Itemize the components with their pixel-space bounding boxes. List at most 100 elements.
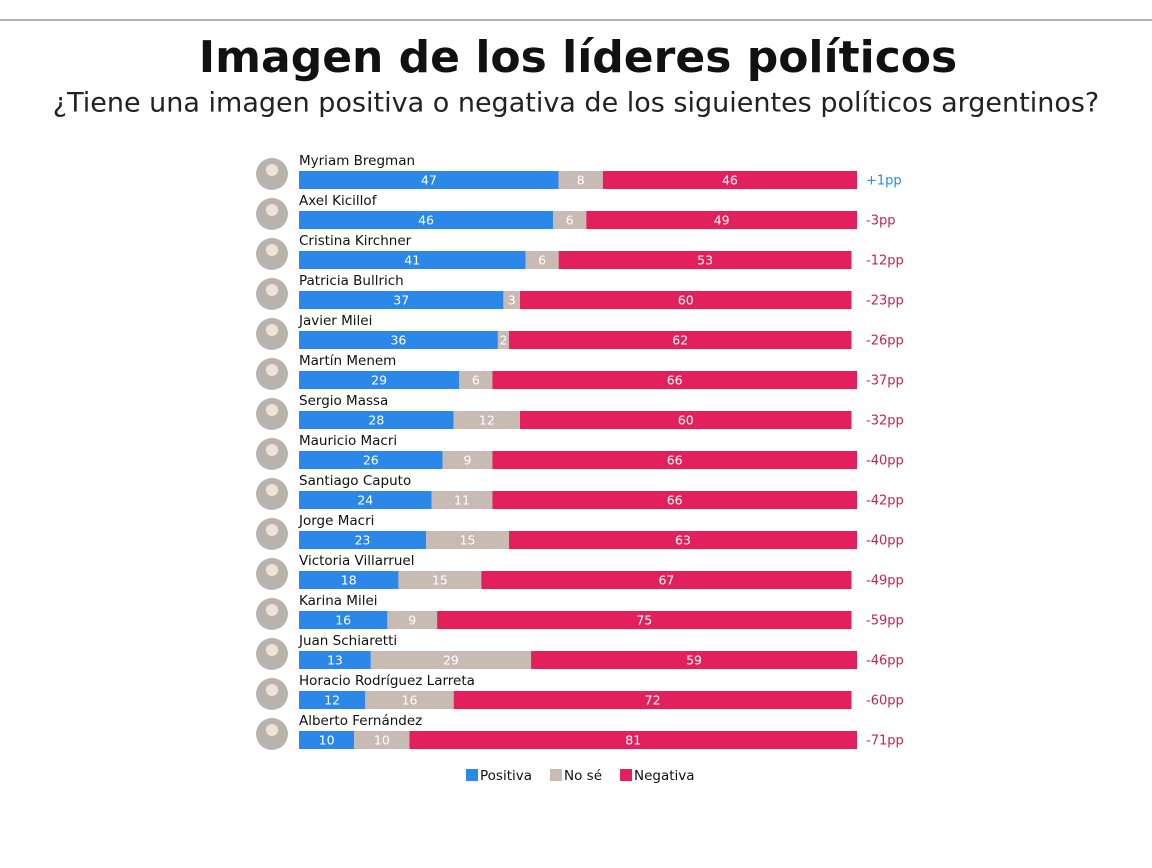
value-label: 16 bbox=[335, 613, 351, 628]
chart-title: Imagen de los líderes políticos bbox=[199, 32, 957, 83]
value-label: 29 bbox=[371, 373, 387, 388]
value-label: 16 bbox=[402, 693, 418, 708]
bar-segment bbox=[409, 731, 858, 749]
bar-segment bbox=[370, 651, 532, 669]
value-label: 49 bbox=[714, 213, 730, 228]
value-label: 9 bbox=[408, 613, 416, 628]
bar-segment bbox=[299, 491, 432, 509]
row-label: Axel Kicillof bbox=[299, 193, 378, 209]
value-label: 9 bbox=[464, 453, 472, 468]
value-label: 12 bbox=[324, 693, 340, 708]
avatar-head bbox=[266, 204, 278, 216]
net-label: -59pp bbox=[866, 614, 904, 629]
legend-label: Positiva bbox=[480, 768, 532, 784]
bar-segment bbox=[426, 531, 509, 549]
value-label: 53 bbox=[697, 253, 713, 268]
value-label: 66 bbox=[667, 493, 683, 508]
value-label: 66 bbox=[667, 453, 683, 468]
bar-segment bbox=[553, 211, 587, 229]
legend-swatch bbox=[466, 769, 478, 781]
net-label: +1pp bbox=[866, 174, 902, 189]
net-label: -3pp bbox=[866, 214, 895, 229]
net-label: -32pp bbox=[866, 414, 904, 429]
bar-segment bbox=[459, 371, 493, 389]
bar-segment bbox=[586, 211, 858, 229]
value-label: 10 bbox=[374, 733, 390, 748]
bar-segment bbox=[442, 451, 493, 469]
value-label: 36 bbox=[390, 333, 406, 348]
value-label: 60 bbox=[678, 413, 694, 428]
value-label: 75 bbox=[636, 613, 652, 628]
net-label: -37pp bbox=[866, 374, 904, 389]
bar-segment bbox=[299, 731, 355, 749]
row-label: Santiago Caputo bbox=[299, 473, 411, 489]
value-label: 15 bbox=[432, 573, 448, 588]
net-label: -49pp bbox=[866, 574, 904, 589]
value-label: 6 bbox=[472, 373, 480, 388]
value-label: 13 bbox=[327, 653, 343, 668]
net-label: -46pp bbox=[866, 654, 904, 669]
value-label: 66 bbox=[667, 373, 683, 388]
bar-segment bbox=[531, 651, 858, 669]
net-label: -42pp bbox=[866, 494, 904, 509]
row-label: Javier Milei bbox=[298, 313, 372, 329]
avatar-head bbox=[266, 364, 278, 376]
value-label: 72 bbox=[645, 693, 661, 708]
bar-segment bbox=[520, 411, 852, 429]
bar-segment bbox=[431, 491, 493, 509]
value-label: 26 bbox=[363, 453, 379, 468]
avatar-head bbox=[266, 444, 278, 456]
value-label: 11 bbox=[454, 493, 470, 508]
value-label: 46 bbox=[418, 213, 434, 228]
bar-segment bbox=[558, 171, 603, 189]
bar-segment bbox=[299, 531, 427, 549]
avatar-head bbox=[266, 404, 278, 416]
value-label: 81 bbox=[625, 733, 641, 748]
bar-segment bbox=[497, 331, 509, 349]
row-label: Juan Schiaretti bbox=[298, 633, 397, 649]
value-label: 41 bbox=[404, 253, 420, 268]
bar-segment bbox=[602, 171, 858, 189]
net-label: -23pp bbox=[866, 294, 904, 309]
row-label: Horacio Rodríguez Larreta bbox=[299, 673, 475, 689]
legend-label: No sé bbox=[564, 768, 602, 784]
bar-segment bbox=[299, 571, 399, 589]
bar-segment bbox=[387, 611, 438, 629]
value-label: 12 bbox=[479, 413, 495, 428]
net-label: -26pp bbox=[866, 334, 904, 349]
bar-segment bbox=[503, 291, 520, 309]
net-label: -71pp bbox=[866, 734, 904, 749]
row-label: Alberto Fernández bbox=[299, 713, 422, 729]
value-label: 6 bbox=[538, 253, 546, 268]
net-label: -40pp bbox=[866, 454, 904, 469]
bar-segment bbox=[492, 491, 858, 509]
bar-segment bbox=[492, 451, 858, 469]
avatar-head bbox=[266, 164, 278, 176]
bar-segment bbox=[299, 691, 366, 709]
legend-swatch bbox=[550, 769, 563, 781]
bar-segment bbox=[508, 531, 858, 549]
avatar-head bbox=[266, 324, 278, 336]
avatar-head bbox=[266, 724, 278, 736]
value-label: 62 bbox=[672, 333, 688, 348]
net-label: -60pp bbox=[866, 694, 904, 709]
value-label: 8 bbox=[577, 173, 585, 188]
legend-swatch bbox=[620, 769, 633, 781]
row-label: Jorge Macri bbox=[298, 513, 374, 529]
value-label: 24 bbox=[357, 493, 373, 508]
bar-segment bbox=[508, 331, 852, 349]
bar-segment bbox=[558, 251, 852, 269]
bar-segment bbox=[299, 211, 554, 229]
row-label: Victoria Villarruel bbox=[299, 553, 414, 569]
value-label: 6 bbox=[566, 213, 574, 228]
net-label: -12pp bbox=[866, 254, 904, 269]
value-label: 15 bbox=[460, 533, 476, 548]
avatar-head bbox=[266, 564, 278, 576]
value-label: 37 bbox=[393, 293, 409, 308]
value-label: 63 bbox=[675, 533, 691, 548]
bar-segment bbox=[299, 651, 371, 669]
row-label: Cristina Kirchner bbox=[299, 233, 412, 249]
bar-segment bbox=[481, 571, 852, 589]
bar-segment bbox=[520, 291, 852, 309]
